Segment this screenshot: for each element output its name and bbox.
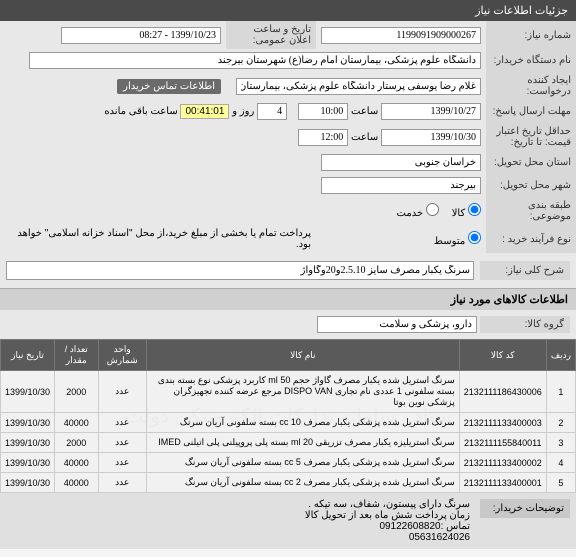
table-row: 42132111133400002سرنگ استریل شده پزشکی ی… <box>1 453 576 473</box>
notes-line4: 05631624026 <box>6 532 470 543</box>
cell-name: سرنگ استریل شده یکبار مصرف گاواژ حجم 50 … <box>146 371 459 413</box>
cell-qty: 2000 <box>55 433 98 453</box>
group-input[interactable] <box>317 316 477 333</box>
cell-code: 2132111133400003 <box>459 413 546 433</box>
cell-date: 1399/10/30 <box>1 371 55 413</box>
cell-date: 1399/10/30 <box>1 433 55 453</box>
need-number-label: شماره نیاز: <box>486 21 576 49</box>
notes-line3: تماس :09122608820 <box>6 521 470 532</box>
deadline-label: مهلت ارسال پاسخ: <box>486 100 576 123</box>
col-qty: تعداد / مقدار <box>55 340 98 371</box>
cell-qty: 40000 <box>55 453 98 473</box>
col-name: نام کالا <box>146 340 459 371</box>
validity-label: حداقل تاریخ اعتبار قیمت: تا تاریخ: <box>486 123 576 151</box>
table-row: 32132111155840011سرنگ استریلیزه یکبار مص… <box>1 433 576 453</box>
desc-input[interactable] <box>6 261 474 280</box>
goods-radio-label[interactable]: کالا <box>452 208 481 219</box>
group-label: گروه کالا: <box>480 316 570 333</box>
goods-radio[interactable] <box>468 203 481 216</box>
day-and-label: روز و <box>232 106 254 117</box>
col-unit: واحد شمارش <box>98 340 146 371</box>
supply-radio-group: کالا خدمت <box>316 197 486 225</box>
city-label: شهر محل تحویل: <box>486 174 576 197</box>
buyer-label: نام دستگاه خریدار: <box>486 49 576 72</box>
col-idx: ردیف <box>546 340 575 371</box>
cell-name: سرنگ استریل شده پزشکی یکبار مصرف 10 cc ب… <box>146 413 459 433</box>
cell-code: 2132111186430006 <box>459 371 546 413</box>
cell-unit: عدد <box>98 433 146 453</box>
panel-title: جزئیات اطلاعات نیاز <box>475 5 568 17</box>
supply-label: طبقه بندی موضوعی: <box>486 197 576 225</box>
cell-unit: عدد <box>98 453 146 473</box>
notes-box: توضیحات خریدار: سرنگ دارای پیستون، شفاف،… <box>0 493 576 549</box>
cell-name: سرنگ استریل شده پزشکی یکبار مصرف 2 cc بس… <box>146 473 459 493</box>
form-table: شماره نیاز: تاریخ و ساعت اعلان عمومی: نا… <box>0 21 576 253</box>
table-row: 52132111133400001سرنگ استریل شده پزشکی ی… <box>1 473 576 493</box>
table-row: 22132111133400003سرنگ استریل شده پزشکی ی… <box>1 413 576 433</box>
cell-qty: 2000 <box>55 371 98 413</box>
desc-label: شرح کلی نیاز: <box>480 261 570 280</box>
col-date: تاریخ نیاز <box>1 340 55 371</box>
items-section-title: اطلاعات کالاهای مورد نیاز <box>0 288 576 310</box>
cell-date: 1399/10/30 <box>1 413 55 433</box>
cell-idx: 3 <box>546 433 575 453</box>
cell-code: 2132111133400001 <box>459 473 546 493</box>
notes-line1: سرنگ دارای پیستون، شفاف، سه تیکه . <box>6 499 470 510</box>
cell-name: سرنگ استریل شده پزشکی یکبار مصرف 5 cc بس… <box>146 453 459 473</box>
notes-line2: زمان پرداخت شش ماه بعد از تحویل کالا <box>6 510 470 521</box>
items-header-row: ردیف کد کالا نام کالا واحد شمارش تعداد /… <box>1 340 576 371</box>
cell-unit: عدد <box>98 371 146 413</box>
cell-qty: 40000 <box>55 413 98 433</box>
medium-radio-label[interactable]: متوسط <box>434 236 481 247</box>
creator-label: ایجاد کننده درخواست: <box>486 72 576 100</box>
public-date-input[interactable] <box>61 27 221 44</box>
need-number-input[interactable] <box>321 27 481 44</box>
province-input[interactable] <box>321 154 481 171</box>
items-table: ردیف کد کالا نام کالا واحد شمارش تعداد /… <box>0 339 576 493</box>
cell-idx: 1 <box>546 371 575 413</box>
validity-date-input[interactable] <box>381 129 481 146</box>
contact-button[interactable]: اطلاعات تماس خریدار <box>117 79 221 94</box>
remain-label: ساعت باقی مانده <box>104 106 177 117</box>
cell-name: سرنگ استریلیزه یکبار مصرف تزریقی 20 ml ب… <box>146 433 459 453</box>
cell-idx: 4 <box>546 453 575 473</box>
contract-radio-group: متوسط <box>316 225 486 253</box>
cell-qty: 40000 <box>55 473 98 493</box>
col-code: کد کالا <box>459 340 546 371</box>
contract-label: نوع فرآیند خرید : <box>486 225 576 253</box>
cell-date: 1399/10/30 <box>1 473 55 493</box>
service-radio-label[interactable]: خدمت <box>397 208 439 219</box>
cell-code: 2132111133400002 <box>459 453 546 473</box>
deadline-time-input[interactable] <box>298 103 348 120</box>
time-label-1: ساعت <box>351 106 378 117</box>
panel-header: جزئیات اطلاعات نیاز <box>0 0 576 21</box>
payment-note: پرداخت تمام یا بخشی از مبلغ خرید،از محل … <box>0 225 316 253</box>
cell-unit: عدد <box>98 413 146 433</box>
days-input[interactable] <box>257 103 287 120</box>
service-radio[interactable] <box>426 203 439 216</box>
cell-idx: 2 <box>546 413 575 433</box>
medium-radio[interactable] <box>468 231 481 244</box>
countdown-box: 00:41:01 <box>180 104 229 119</box>
cell-idx: 5 <box>546 473 575 493</box>
cell-date: 1399/10/30 <box>1 453 55 473</box>
notes-label: توضیحات خریدار: <box>480 499 570 518</box>
cell-unit: عدد <box>98 473 146 493</box>
cell-code: 2132111155840011 <box>459 433 546 453</box>
buyer-input[interactable] <box>29 52 481 69</box>
province-label: استان محل تحویل: <box>486 151 576 174</box>
city-input[interactable] <box>321 177 481 194</box>
table-row: 12132111186430006سرنگ استریل شده یکبار م… <box>1 371 576 413</box>
validity-time-input[interactable] <box>298 129 348 146</box>
public-date-label: تاریخ و ساعت اعلان عمومی: <box>226 21 316 49</box>
deadline-date-input[interactable] <box>381 103 481 120</box>
creator-input[interactable] <box>236 78 481 95</box>
time-label-2: ساعت <box>351 132 378 143</box>
